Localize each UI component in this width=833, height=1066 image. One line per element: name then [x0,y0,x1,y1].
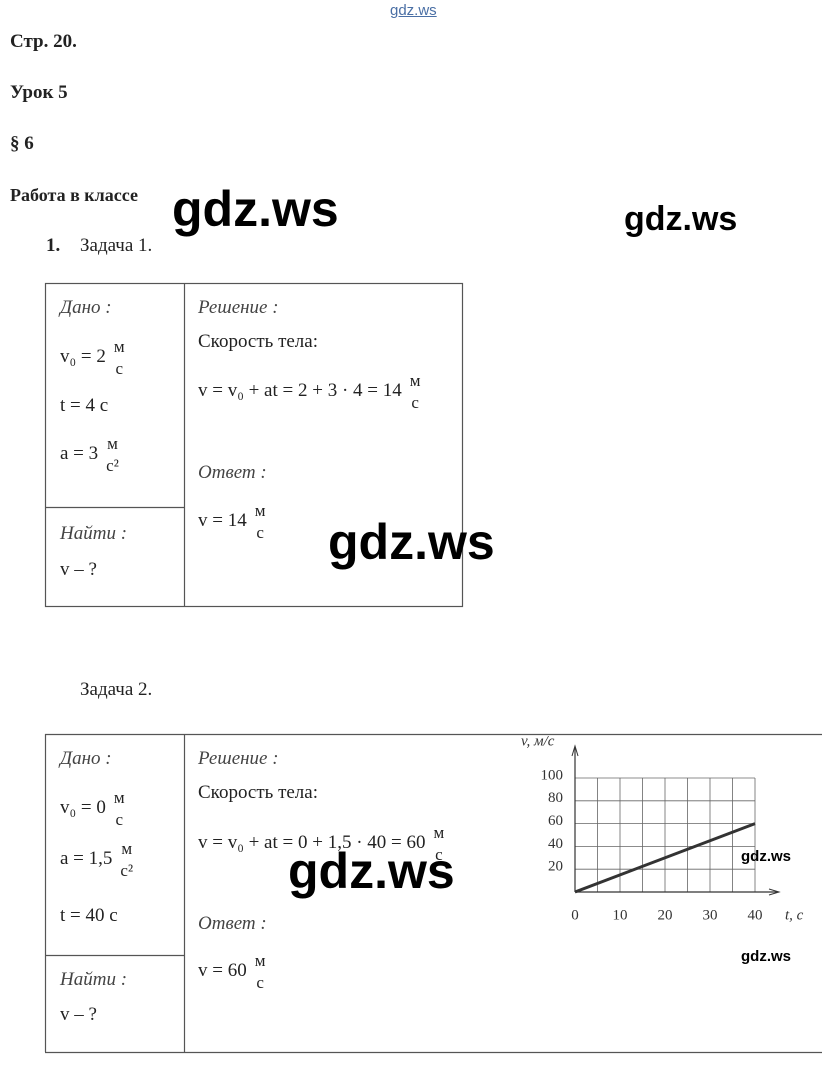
expr: v = 14 [198,509,247,531]
y-tick-label: 40 [548,836,563,852]
given-item: a = 3 м с² [60,433,119,476]
y-tick-label: 100 [541,767,564,783]
expr: v = v₀ + at = 0 + 1,5 · 40 = 60 [198,831,426,853]
expr: v₀ = 2 [60,345,106,367]
find-label: Найти : [60,523,128,544]
given-item: a = 1,5 м с² [60,838,133,881]
task-title: Задача 1. [80,235,153,256]
answer-label: Ответ : [198,462,267,483]
solution-text: Скорость тела: [198,782,318,803]
unit-den: с² [120,861,134,880]
unit-num: м [254,501,266,520]
watermark: gdz.ws [741,848,792,865]
unit-num: м [113,337,125,356]
x-tick-label: 10 [613,907,628,923]
unit-den: с [256,523,264,542]
table-1-frame [44,282,464,608]
table-borders [44,282,822,1054]
solution-label: Решение : [198,748,279,769]
given-label: Дано : [60,297,112,318]
answer-label: Ответ : [198,913,267,934]
unit-num: м [254,951,266,970]
given-item: t = 4 с [60,395,109,416]
solution-text: Скорость тела: [198,331,318,352]
unit-den: с [411,393,419,412]
expr: v₀ = 0 [60,796,106,818]
y-tick-label: 20 [548,859,563,875]
watermark: gdz.ws [288,843,455,899]
formula: v = v₀ + at = 0 + 1,5 · 40 = 60 м с [198,822,444,865]
data-line [574,822,756,894]
answer: v = 60 м с [198,950,265,993]
solution-label: Решение : [198,297,279,318]
x-tick-label: 0 [571,907,579,923]
paragraph: § 6 [10,133,34,154]
task-number: 1. [46,235,61,256]
unit: м с² [106,433,119,476]
watermark: gdz.ws [741,948,792,965]
y-axis-arrow [571,744,579,757]
find: v – ? [60,1004,97,1025]
unit-den: с [115,359,123,378]
watermark: gdz.ws [624,200,738,238]
task-title: Задача 2. [80,679,153,700]
unit-den: с [115,810,123,829]
watermark: gdz.ws [328,514,495,570]
x-tick-label: 30 [703,907,718,923]
watermark: gdz.ws [390,2,437,19]
y-tick-label: 80 [548,790,563,806]
given-label: Дано : [60,748,112,769]
unit-den: с [435,845,443,864]
page-number: Стр. 20. [10,31,77,52]
formula: v = v₀ + at = 2 + 3 · 4 = 14 м с [198,370,421,413]
expr: v = 60 [198,959,247,981]
expr: a = 1,5 [60,847,113,869]
x-tick-label: 20 [658,907,673,923]
unit-num: м [409,371,421,390]
y-axis-label: v, м/с [521,733,555,749]
watermark: gdz.ws [172,181,339,237]
y-tick-label: 60 [548,813,563,829]
find-label: Найти : [60,969,128,990]
unit-den: с² [106,456,119,475]
lesson: Урок 5 [10,82,68,103]
find: v – ? [60,559,97,580]
unit-num: м [433,823,445,842]
answer: v = 14 м с [198,500,265,543]
x-axis-label: t, с [785,907,804,923]
unit-num: м [121,839,133,858]
x-tick-label: 40 [748,907,763,923]
given-item: t = 40 с [60,905,118,926]
expr: a = 3 [60,442,99,464]
expr: v = v₀ + at = 2 + 3 · 4 = 14 [198,379,402,401]
x-axis-arrow [768,888,781,896]
chart: 0 10 20 30 40 20 40 60 80 100 v, м/с t, с [521,733,804,923]
unit: м с² [120,838,133,881]
unit-den: с [256,973,264,992]
unit-num: м [107,434,118,453]
unit-num: м [113,788,125,807]
section: Работа в классе [10,185,138,205]
